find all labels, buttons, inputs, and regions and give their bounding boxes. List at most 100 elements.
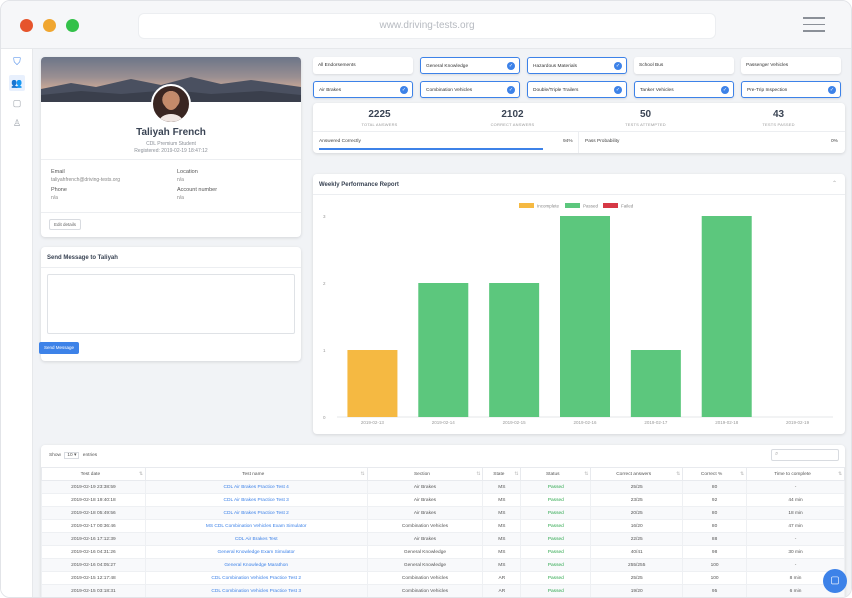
address-bar[interactable]: www.driving-tests.org [139, 14, 715, 38]
status-cell: Passed [520, 558, 592, 572]
sort-icon[interactable]: ⇅ [676, 471, 681, 477]
stat-tests-passed-label: TESTS PASSED [762, 122, 795, 127]
x-tick-label: 2019-02-17 [644, 420, 668, 425]
table-cell: MS [482, 519, 522, 533]
test-name-link[interactable]: CDL Air Brakes Test [144, 532, 368, 546]
shield-logo-icon[interactable]: ⛉ [13, 57, 21, 68]
send-message-button[interactable]: Send Message [39, 342, 79, 354]
table-cell: 255/255 [590, 558, 684, 572]
test-name-link[interactable]: General Knowledge Marathon [144, 558, 368, 572]
user-icon[interactable]: ♙ [12, 118, 22, 128]
table-cell: 25/25 [590, 480, 684, 494]
table-cell: MS [482, 506, 522, 520]
sort-icon[interactable]: ⇅ [514, 471, 519, 477]
status-cell: Passed [520, 545, 592, 559]
table-cell: 100 [682, 571, 748, 585]
profile-card: Taliyah French CDL Premium Student Regis… [41, 57, 301, 237]
column-header[interactable]: Time to complete ⇅ [746, 467, 845, 481]
message-textarea[interactable] [47, 274, 295, 334]
column-header[interactable]: Test date ⇅ [41, 467, 146, 481]
table-cell: 100 [682, 558, 748, 572]
table-cell: 18 min [746, 506, 845, 520]
sort-icon[interactable]: ⇅ [360, 471, 365, 477]
chart-bar [630, 350, 681, 417]
test-name-link[interactable]: CDL Combination Vehicles Practice Test 2 [144, 571, 368, 585]
chart-bar [701, 216, 752, 417]
endorsement-chip[interactable]: Hazardous Materials ✓ [527, 57, 627, 74]
table-cell: 2019-02-19 23:38:59 [41, 480, 146, 494]
sort-icon[interactable]: ⇅ [584, 471, 589, 477]
chat-widget-button[interactable]: ▢ [823, 569, 847, 593]
table-search-input[interactable]: ⌕ [771, 449, 839, 461]
sort-icon[interactable]: ⇅ [476, 471, 481, 477]
column-header[interactable]: Correct answers ⇅ [590, 467, 684, 481]
endorsement-chip[interactable]: Pre-Trip Inspection ✓ [741, 81, 841, 98]
entries-label: entries [82, 453, 98, 458]
pass-probability-label: Pass Probability [585, 139, 620, 144]
endorsement-chip[interactable]: Air Brakes ✓ [313, 81, 413, 98]
table-cell: 19/20 [590, 584, 684, 597]
column-header[interactable]: Test name ⇅ [144, 467, 368, 481]
sort-icon[interactable]: ⇅ [837, 471, 842, 477]
endorsement-chip[interactable]: Passenger Vehicles [741, 57, 841, 74]
legend-swatch [519, 203, 534, 208]
chart-bar [560, 216, 610, 417]
table-cell: 88 [682, 532, 748, 546]
sort-icon[interactable]: ⇅ [740, 471, 745, 477]
test-name-link[interactable]: General Knowledge Exam Simulator [144, 545, 368, 559]
table-row: 2019-02-15 03:18:31 CDL Combination Vehic… [41, 584, 845, 597]
show-label: Show [49, 453, 61, 458]
endorsement-chip[interactable]: School Bus [634, 57, 734, 74]
column-header[interactable]: Correct % ⇅ [682, 467, 748, 481]
y-tick-label: 0 [323, 415, 326, 420]
weekly-performance-card: Weekly Performance Report ⌃ 0 1 2 3 Incomple… [313, 174, 845, 434]
main-content: Taliyah French CDL Premium Student Regis… [33, 49, 851, 597]
collapse-icon[interactable]: ⌃ [831, 181, 837, 187]
table-cell: 2019-02-18 19:40:18 [41, 493, 146, 507]
table-cell: - [746, 532, 845, 546]
test-name-link[interactable]: CDL Air Brakes Practice Test 2 [144, 506, 368, 520]
endorsement-chip[interactable]: General Knowledge ✓ [420, 57, 520, 74]
table-cell: 95 [682, 584, 748, 597]
table-cell: 2019-02-16 17:12:39 [41, 532, 146, 546]
menu-icon[interactable] [803, 17, 825, 33]
table-cell: 80 [682, 480, 748, 494]
x-tick-label: 2019-02-15 [503, 420, 527, 425]
divider [41, 267, 301, 268]
grid-icon[interactable]: ▢ [12, 98, 22, 108]
close-window-dot[interactable] [20, 19, 33, 32]
check-icon: ✓ [400, 85, 408, 94]
test-name-link[interactable]: CDL Combination Vehicles Practice Test 3 [144, 584, 368, 597]
table-cell: 2019-02-17 00:36:46 [41, 519, 146, 533]
answered-correctly-bar [319, 148, 543, 150]
stat-total-answers-label: TOTAL ANSWERS [361, 122, 398, 127]
show-entries-control: Show 10 ▾ entries [49, 452, 97, 459]
phone-value: n/a [51, 195, 58, 201]
endorsement-chip[interactable]: Tanker Vehicles ✓ [634, 81, 734, 98]
table-cell: MS [482, 558, 522, 572]
sort-icon[interactable]: ⇅ [138, 471, 143, 477]
edit-details-button[interactable]: Edit details [49, 219, 81, 230]
test-name-link[interactable]: MS CDL Combination Vehicles Exam Simulat… [144, 519, 368, 533]
x-tick-label: 2019-02-19 [786, 420, 810, 425]
table-cell: Air Brakes [366, 532, 484, 546]
maximize-window-dot[interactable] [66, 19, 79, 32]
table-cell: 80 [682, 519, 748, 533]
stat-correct-answers-label: CORRECT ANSWERS [490, 122, 535, 127]
test-name-link[interactable]: CDL Air Brakes Practice Test 4 [144, 480, 368, 494]
page-size-select[interactable]: 10 ▾ [64, 452, 80, 459]
minimize-window-dot[interactable] [43, 19, 56, 32]
endorsement-chip[interactable]: All Endorsements [313, 57, 413, 74]
table-cell: AR [482, 571, 522, 585]
table-row: 2019-02-18 05:49:56 CDL Air Brakes Practi… [41, 506, 845, 520]
column-header[interactable]: State ⇅ [482, 467, 522, 481]
users-icon[interactable]: 👥 [9, 75, 25, 91]
endorsement-chip[interactable]: Double/Triple Trailers ✓ [527, 81, 627, 98]
column-header[interactable]: Section ⇅ [366, 467, 484, 481]
test-name-link[interactable]: CDL Air Brakes Practice Test 3 [144, 493, 368, 507]
status-cell: Passed [520, 506, 592, 520]
column-header[interactable]: Status ⇅ [520, 467, 592, 481]
endorsement-chip[interactable]: Combination Vehicles ✓ [420, 81, 520, 98]
status-cell: Passed [520, 532, 592, 546]
